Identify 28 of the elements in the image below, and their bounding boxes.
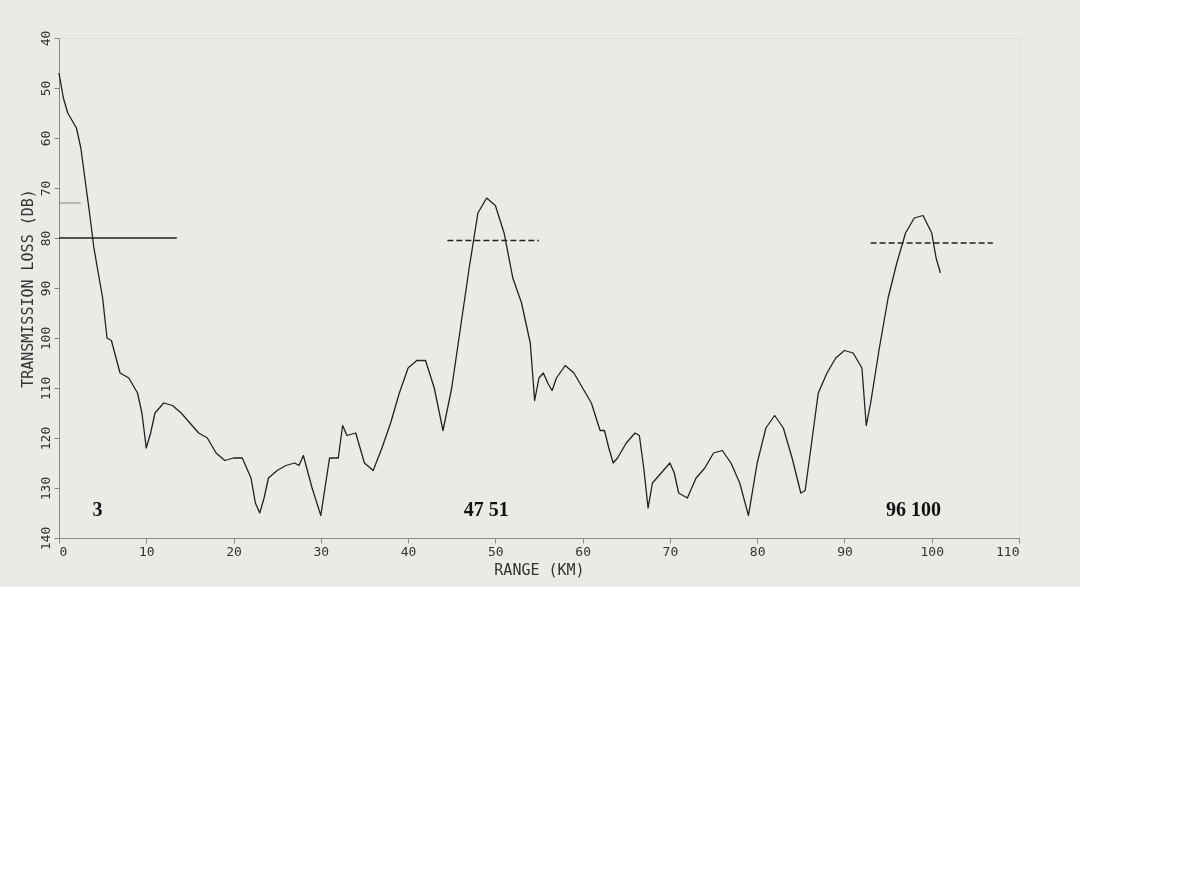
x-tick-label: 10	[138, 543, 155, 559]
x-tick-label: 70	[662, 543, 679, 559]
x-tick-label: 60	[575, 543, 591, 559]
y-tick-label: 100	[37, 326, 53, 351]
y-tick-label: 70	[37, 180, 53, 197]
x-tick-label: 100	[920, 543, 944, 559]
x-axis-title: RANGE (KM)	[494, 560, 585, 579]
annotation: 3	[92, 498, 103, 520]
y-tick-label: 90	[37, 280, 53, 297]
x-tick-label: 0	[59, 543, 68, 559]
annotation: 96 100	[885, 498, 941, 520]
y-tick-label: 110	[37, 376, 53, 401]
x-tick-label: 30	[313, 543, 330, 559]
x-tick-label: 90	[837, 543, 853, 559]
x-tick-label: 110	[996, 543, 1020, 559]
y-tick-label: 130	[37, 476, 53, 501]
y-tick-label: 120	[37, 426, 53, 451]
x-tick-label: 40	[400, 543, 417, 559]
y-tick-label: 50	[37, 80, 53, 97]
y-tick-label: 60	[37, 130, 53, 147]
y-tick-label: 40	[37, 30, 53, 47]
y-tick-label: 80	[37, 230, 53, 247]
y-axis-title: TRANSMISSION LOSS (DB)	[18, 189, 37, 388]
y-tick-label: 140	[37, 526, 53, 551]
x-tick-label: 80	[749, 543, 766, 559]
annotation: 47 51	[463, 498, 509, 520]
x-tick-label: 50	[488, 543, 504, 559]
x-tick-label: 20	[226, 543, 242, 559]
